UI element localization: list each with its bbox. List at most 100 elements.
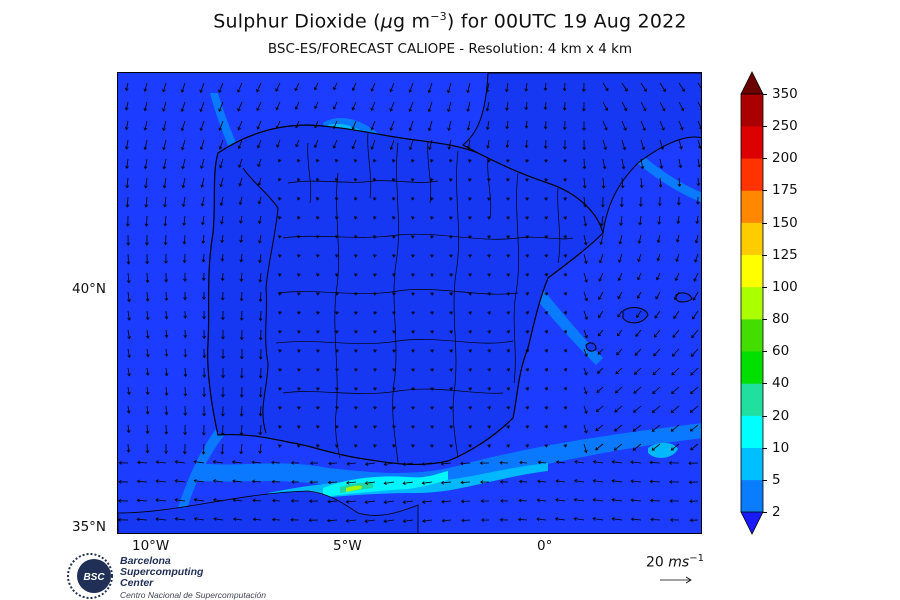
wind-arrow-head (604, 107, 609, 111)
map-panel[interactable] (117, 72, 702, 534)
wind-arrow-head (373, 311, 377, 315)
wind-arrow-head (389, 88, 393, 93)
wind-arrow (640, 120, 646, 131)
wind-arrow-head (145, 391, 150, 395)
wind-arrow (632, 443, 642, 451)
wind-arrow (253, 518, 262, 521)
wind-arrow-head (525, 254, 529, 258)
wind-arrow-head (680, 107, 685, 112)
wind-arrow (671, 367, 680, 376)
wind-arrow-head (297, 311, 301, 315)
wind-arrow-head (662, 88, 666, 92)
wind-arrow-head (654, 315, 658, 319)
wind-arrow (327, 519, 338, 522)
wind-arrow-head (440, 461, 444, 466)
wind-arrow-head (251, 479, 256, 484)
wind-arrow (276, 120, 281, 129)
wind-arrow-head (563, 216, 567, 220)
wind-arrow (144, 158, 148, 169)
wind-arrow-head (624, 107, 628, 112)
wind-arrow (631, 480, 642, 483)
wind-arrow-head (676, 220, 681, 224)
wind-arrow (583, 291, 588, 301)
wind-arrow-head (239, 317, 244, 321)
wind-arrow-head (145, 430, 150, 434)
wind-arrow-head (410, 197, 415, 201)
wind-arrow (163, 120, 167, 131)
wind-arrow (697, 82, 701, 89)
wind-arrow-head (290, 461, 295, 465)
wind-arrow-head (525, 330, 530, 334)
wind-arrow-head (657, 221, 662, 225)
wind-arrow-head (258, 298, 263, 302)
wind-arrow-head (485, 108, 490, 112)
wind-arrow-head (237, 108, 241, 112)
wind-arrow-head (661, 127, 665, 131)
wind-arrow-head (592, 497, 596, 502)
wind-arrow-head (506, 349, 511, 353)
wind-arrow-head (200, 165, 204, 169)
wind-arrow (428, 82, 433, 93)
wind-arrow (201, 177, 205, 188)
wind-arrow (146, 386, 149, 395)
wind-arrow (593, 518, 604, 521)
wind-arrow-head (584, 279, 588, 283)
wind-arrow-head (544, 235, 548, 239)
wind-arrow (371, 120, 376, 130)
wind-arrow-head (334, 216, 339, 220)
wind-arrow (257, 120, 262, 130)
wind-arrow (656, 272, 661, 280)
wind-arrow-head (675, 258, 679, 262)
wind-arrow (574, 499, 585, 502)
wind-arrow (272, 519, 281, 521)
wind-arrow-head (632, 428, 637, 432)
wind-arrow-head (277, 216, 282, 220)
wind-arrow-head (562, 107, 567, 111)
wind-arrow-head (536, 498, 540, 503)
wind-arrow-head (614, 409, 618, 413)
wind-arrow (635, 329, 642, 337)
wind-arrow-head (487, 254, 491, 258)
wind-arrow-head (202, 355, 207, 359)
wind-arrow-head (238, 183, 242, 187)
wind-arrow-head (430, 330, 434, 334)
wind-arrow-head (543, 145, 548, 150)
wind-arrow-head (601, 185, 606, 189)
wind-arrow-head (221, 394, 225, 398)
wind-arrow (525, 101, 528, 110)
wind-arrow-head (372, 159, 377, 163)
wind-arrow-head (676, 202, 681, 206)
wind-arrow (384, 500, 395, 503)
wind-arrow-head (555, 460, 560, 464)
wind-arrow (678, 82, 685, 92)
wind-arrow-head (536, 517, 540, 522)
wind-arrow (200, 120, 205, 131)
wind-arrow-head (430, 235, 434, 239)
wind-arrow (596, 405, 604, 412)
wind-arrow-head (136, 498, 140, 503)
wind-arrow-head (237, 127, 241, 131)
wind-arrow-head (669, 480, 673, 484)
wind-arrow (583, 196, 586, 207)
wind-arrow (657, 234, 661, 243)
wind-arrow (137, 480, 148, 483)
wind-arrow (239, 196, 243, 205)
wind-arrow-head (698, 145, 701, 149)
wind-arrow-head (219, 183, 223, 188)
wind-arrow-head (563, 311, 568, 315)
wind-arrow (126, 177, 129, 188)
wind-arrow (365, 519, 376, 522)
wind-arrow-head (201, 451, 206, 455)
wind-arrow-head (505, 89, 509, 93)
wind-arrow-head (125, 204, 130, 208)
wind-arrow-head (402, 481, 406, 486)
wind-arrow (271, 462, 281, 464)
wind-arrow (333, 120, 338, 129)
wind-arrow (671, 424, 680, 432)
wind-arrow-head (622, 146, 627, 151)
wind-arrow-head (505, 144, 510, 149)
wind-arrow-head (202, 316, 206, 320)
wind-arrow-head (592, 460, 597, 464)
wind-arrow (621, 139, 626, 150)
wind-arrow-head (671, 390, 675, 395)
